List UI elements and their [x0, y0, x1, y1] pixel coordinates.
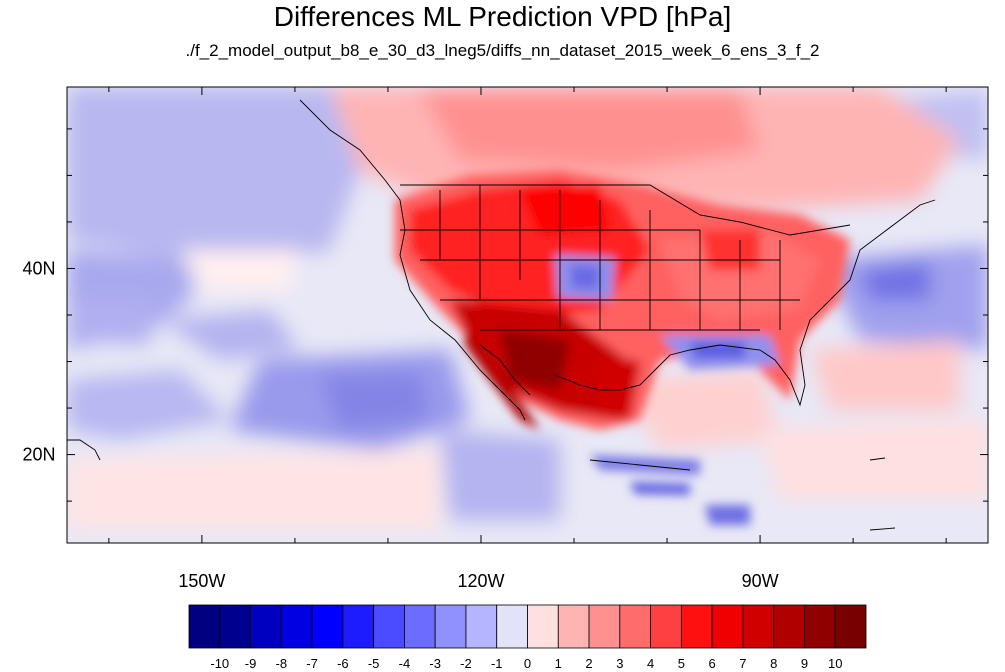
colorbar-swatch [373, 604, 405, 649]
lat-tick-label: 20N [22, 445, 55, 465]
vpd-field [67, 87, 988, 543]
colorbar-label: 10 [828, 656, 842, 671]
colorbar-swatch [250, 604, 282, 649]
colorbar-label: 3 [616, 656, 623, 671]
colorbar-swatch [434, 604, 467, 649]
colorbar-label: 2 [585, 656, 592, 671]
colorbar-label: -6 [337, 656, 349, 671]
colorbar-swatch [219, 604, 251, 649]
colorbar-label: -1 [491, 656, 503, 671]
coastlines [67, 99, 936, 531]
colorbar-label: -4 [399, 656, 411, 671]
lat-tick-label: 40N [22, 258, 55, 278]
colorbar-label: -9 [245, 656, 257, 671]
map-subtitle: ./f_2_model_output_b8_e_30_d3_lneg5/diff… [185, 41, 820, 60]
colorbar-label: 1 [555, 656, 562, 671]
colorbar-label: 8 [770, 656, 777, 671]
map-axes: 150W 120W 90W 40N 20N [22, 87, 988, 591]
colorbar-swatch [711, 604, 744, 649]
lon-tick-label: 150W [178, 571, 225, 591]
colorbar-swatch [342, 604, 375, 649]
colorbar: -10 -9 -8 -7 -6 -5 -4 -3 -2 -1 0 1 2 3 4 5 6 7 8 9 10 [188, 604, 867, 671]
colorbar-label: -3 [429, 656, 441, 671]
colorbar-label: -7 [306, 656, 318, 671]
colorbar-swatch [650, 604, 682, 649]
colorbar-label: 9 [801, 656, 808, 671]
colorbar-swatch [588, 604, 621, 649]
colorbar-label: -5 [368, 656, 380, 671]
map-title: Differences ML Prediction VPD [hPa] [273, 1, 732, 32]
colorbar-swatch [465, 604, 498, 649]
colorbar-label: 6 [709, 656, 716, 671]
colorbar-swatch [527, 604, 559, 649]
lon-tick-label: 90W [742, 571, 779, 591]
colorbar-swatch [804, 604, 836, 649]
lon-tick-label: 120W [457, 571, 504, 591]
colorbar-swatch [280, 604, 313, 649]
colorbar-label: 5 [678, 656, 685, 671]
colorbar-label: -8 [276, 656, 288, 671]
colorbar-swatch [311, 604, 344, 649]
colorbar-label: 4 [647, 656, 654, 671]
colorbar-swatch [404, 604, 436, 649]
colorbar-label: -2 [460, 656, 472, 671]
colorbar-swatch [619, 604, 651, 649]
colorbar-swatch [834, 604, 867, 649]
colorbar-swatch [742, 604, 775, 649]
colorbar-swatch [557, 604, 590, 649]
colorbar-swatch [680, 604, 713, 649]
colorbar-swatch [773, 604, 805, 649]
colorbar-label: -10 [210, 656, 229, 671]
colorbar-swatch [496, 604, 528, 649]
colorbar-label: 0 [524, 656, 531, 671]
colorbar-label: 7 [739, 656, 746, 671]
colorbar-swatch [188, 604, 221, 649]
